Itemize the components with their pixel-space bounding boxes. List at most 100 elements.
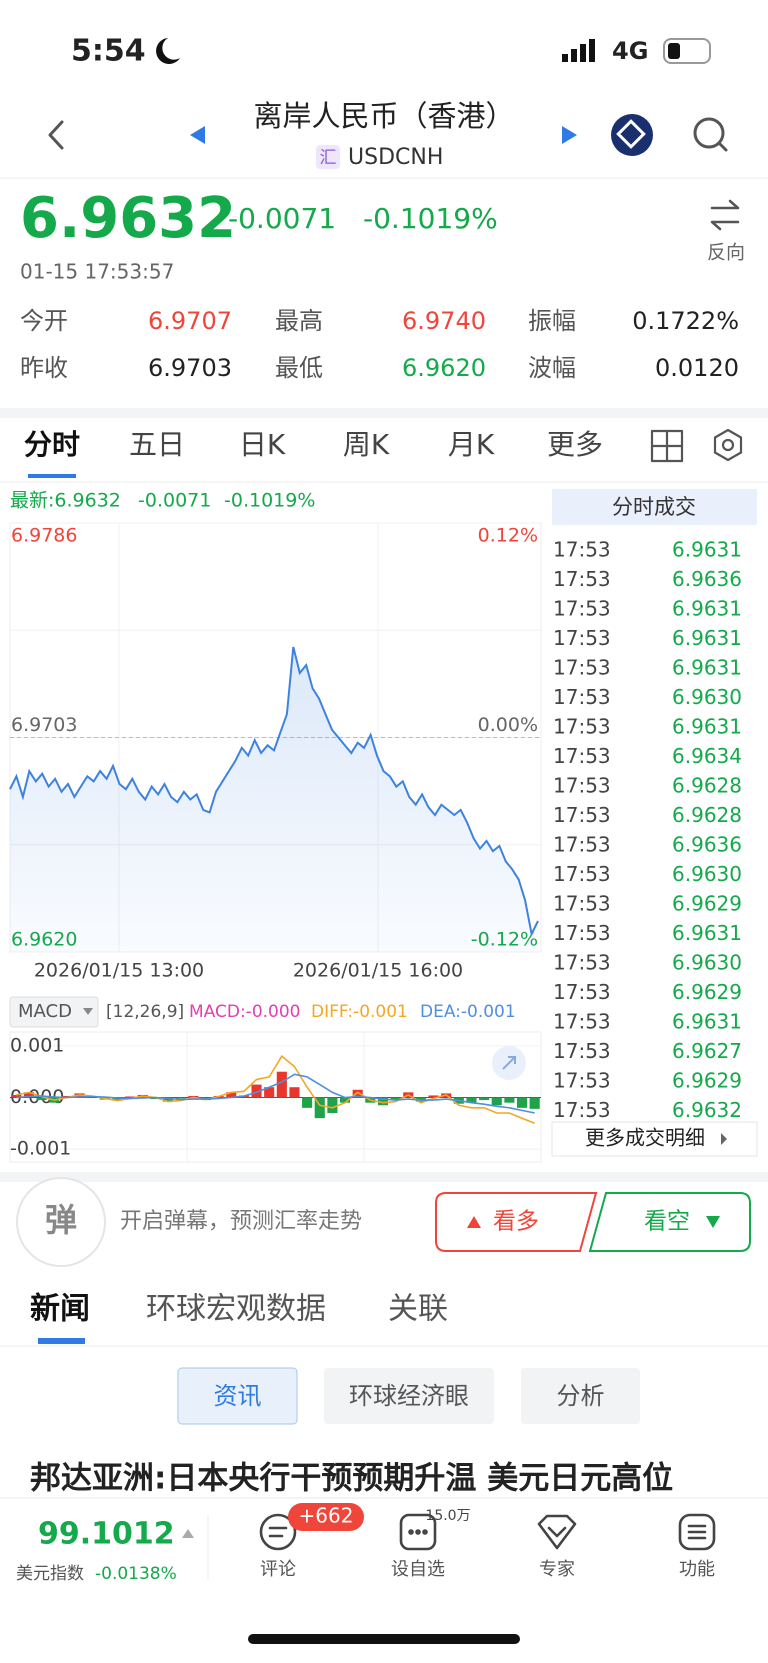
chart-tab[interactable]: 更多	[547, 428, 603, 461]
bear-label[interactable]: 看空	[644, 1209, 690, 1235]
macd-tick-label: 0.001	[10, 1034, 64, 1056]
more-trades-label[interactable]: 更多成交明细	[585, 1126, 705, 1150]
reverse-label[interactable]: 反向	[707, 242, 745, 264]
filter-pill[interactable]	[324, 1368, 494, 1424]
trade-price: 6.9628	[672, 774, 742, 798]
headline[interactable]: 邦达亚洲:日本央行干预预期升温 美元日元高位	[30, 1461, 673, 1497]
bar-icon[interactable]	[399, 1513, 437, 1551]
danmu-toggle[interactable]	[16, 1177, 106, 1267]
macd-bar	[162, 1097, 174, 1102]
back-button[interactable]	[48, 120, 64, 150]
y2-tick-label: 0.12%	[478, 525, 538, 547]
trade-time: 17:53	[553, 1010, 611, 1034]
bar-label[interactable]: 设自选	[391, 1559, 445, 1580]
bar-label[interactable]: 专家	[539, 1559, 575, 1580]
network-label: 4G	[612, 37, 648, 65]
section-gap	[0, 408, 768, 418]
bar-label[interactable]: 功能	[679, 1559, 715, 1580]
macd-bar	[352, 1089, 363, 1098]
bar-icon[interactable]	[259, 1513, 297, 1551]
news-tab[interactable]: 新闻	[30, 1292, 90, 1327]
chart-tab[interactable]: 分时	[24, 428, 80, 461]
trades-header	[552, 489, 757, 525]
layout-icon[interactable]	[650, 429, 684, 463]
next-button[interactable]	[562, 126, 577, 144]
stat-label: 昨收	[20, 354, 68, 382]
macd-bar	[314, 1097, 325, 1119]
macd-line	[16, 1054, 535, 1125]
trade-time: 17:53	[553, 833, 611, 857]
trade-time: 17:53	[553, 597, 611, 621]
filter-pill[interactable]	[177, 1367, 298, 1425]
prev-button[interactable]	[190, 126, 205, 144]
filter-label[interactable]: 资讯	[214, 1382, 262, 1410]
trade-time: 17:53	[553, 567, 611, 591]
trade-time: 17:53	[553, 951, 611, 975]
danmu-icon[interactable]: 弹	[45, 1201, 77, 1239]
macd-frame	[9, 1031, 542, 1163]
trade-time: 17:53	[553, 862, 611, 886]
stat-label: 今开	[20, 307, 68, 335]
macd-bar	[251, 1084, 262, 1098]
trade-price: 6.9630	[672, 685, 742, 709]
bar-icon[interactable]	[678, 1513, 716, 1551]
macd-bar	[11, 1094, 22, 1098]
trade-price: 6.9629	[672, 892, 742, 916]
macd-bar	[339, 1097, 351, 1103]
settings-icon[interactable]	[713, 428, 743, 462]
stat-value: 6.9703	[148, 354, 232, 382]
stat-label: 振幅	[528, 307, 576, 335]
trade-time: 17:53	[553, 774, 611, 798]
chart-tab[interactable]: 日K	[239, 428, 286, 461]
moon-icon	[156, 38, 180, 64]
macd-line	[16, 1073, 535, 1114]
chart-tab[interactable]: 周K	[343, 428, 390, 461]
chart-percent: -0.1019%	[224, 490, 315, 512]
filter-label[interactable]: 分析	[557, 1382, 605, 1410]
search-button[interactable]	[693, 117, 725, 149]
trade-price: 6.9631	[672, 921, 742, 945]
battery-icon	[663, 38, 711, 64]
chart-tab[interactable]: 月K	[448, 428, 495, 461]
macd-bar	[36, 1097, 47, 1101]
battery-level	[668, 43, 680, 59]
reverse-icon[interactable]	[710, 199, 740, 231]
bull-label[interactable]: 看多	[493, 1209, 539, 1235]
trade-price: 6.9631	[672, 1010, 742, 1034]
ai-button[interactable]	[611, 114, 653, 156]
trade-price: 6.9629	[672, 1069, 742, 1093]
danmu-prompt[interactable]: 开启弹幕，预测汇率走势	[120, 1209, 362, 1234]
index-value[interactable]: 99.1012	[38, 1517, 175, 1552]
trades-title: 分时成交	[612, 495, 696, 519]
bar-label[interactable]: 评论	[260, 1559, 296, 1580]
bear-button[interactable]	[588, 1192, 751, 1252]
index-name[interactable]: 美元指数	[16, 1564, 84, 1584]
trade-price: 6.9632	[672, 1098, 742, 1122]
trade-price: 6.9629	[672, 980, 742, 1004]
trade-price: 6.9631	[672, 597, 742, 621]
filter-label[interactable]: 环球经济眼	[349, 1382, 469, 1410]
chart-change: -0.0071	[138, 490, 211, 512]
bar-icon[interactable]	[537, 1514, 577, 1550]
news-tab[interactable]: 关联	[388, 1292, 448, 1327]
index-change[interactable]: -0.0138%	[95, 1564, 177, 1584]
news-tab[interactable]: 环球宏观数据	[146, 1292, 326, 1327]
trade-time: 17:53	[553, 1098, 611, 1122]
trade-time: 17:53	[553, 685, 611, 709]
stat-label: 最低	[275, 354, 323, 382]
macd-selector[interactable]	[9, 996, 99, 1028]
more-arrow	[721, 1133, 727, 1145]
bull-button[interactable]	[435, 1192, 598, 1252]
macd-bar	[529, 1097, 540, 1109]
y-tick-label: 6.9703	[11, 714, 77, 736]
stat-value: 0.1722%	[632, 307, 739, 335]
title: 离岸人民币（香港）	[253, 99, 514, 133]
macd-bar	[504, 1097, 515, 1103]
filter-pill[interactable]	[521, 1368, 640, 1424]
trade-price: 6.9636	[672, 833, 742, 857]
symbol: USDCNH	[348, 145, 443, 170]
chart-tab[interactable]: 五日	[129, 428, 185, 461]
macd-label[interactable]: MACD	[18, 1001, 72, 1022]
trade-price: 6.9631	[672, 538, 742, 562]
badge: 汇	[320, 148, 337, 168]
